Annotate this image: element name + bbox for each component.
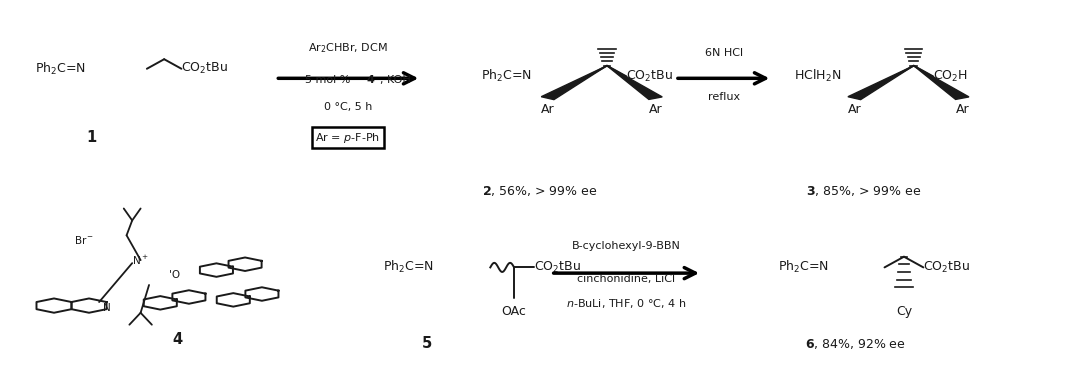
Text: Ar$_2$CHBr, DCM: Ar$_2$CHBr, DCM [308, 41, 388, 55]
Polygon shape [914, 66, 969, 99]
Polygon shape [541, 66, 607, 100]
Text: $\mathbf{3}$, 85%, > 99% ee: $\mathbf{3}$, 85%, > 99% ee [807, 184, 921, 198]
Polygon shape [848, 66, 914, 100]
Text: 5 mol %: 5 mol % [305, 75, 353, 85]
Text: CO$_2$tBu: CO$_2$tBu [534, 260, 580, 275]
Text: OAc: OAc [501, 305, 527, 318]
Text: 5: 5 [421, 336, 432, 351]
Text: 1: 1 [86, 130, 97, 145]
Text: $\mathbf{6}$, 84%, 92% ee: $\mathbf{6}$, 84%, 92% ee [805, 337, 905, 351]
Text: 0 °C, 5 h: 0 °C, 5 h [324, 102, 372, 112]
Text: Ar = $p$-F-Ph: Ar = $p$-F-Ph [315, 131, 380, 144]
Text: HClH$_2$N: HClH$_2$N [794, 68, 841, 84]
Text: Ar: Ar [541, 103, 554, 116]
Text: $\mathbf{2}$, 56%, > 99% ee: $\mathbf{2}$, 56%, > 99% ee [483, 184, 597, 198]
Text: Ph$_2$C=N: Ph$_2$C=N [383, 259, 434, 275]
Text: reflux: reflux [707, 92, 740, 102]
Polygon shape [607, 66, 662, 99]
Text: CO$_2$H: CO$_2$H [933, 69, 968, 84]
Text: Ar: Ar [649, 103, 662, 116]
Text: B-cyclohexyl-9-BBN: B-cyclohexyl-9-BBN [572, 241, 680, 251]
Text: Ph$_2$C=N: Ph$_2$C=N [481, 68, 531, 84]
Text: N: N [104, 303, 111, 313]
Text: $n$-BuLi, THF, 0 °C, 4 h: $n$-BuLi, THF, 0 °C, 4 h [566, 297, 687, 310]
Text: cinchonidine, LiCl: cinchonidine, LiCl [578, 274, 675, 284]
Text: Ar: Ar [956, 103, 969, 116]
Text: 4: 4 [366, 75, 374, 85]
Text: Ph$_2$C=N: Ph$_2$C=N [35, 61, 85, 77]
Text: Ar: Ar [848, 103, 861, 116]
Text: , KOH: , KOH [380, 75, 410, 85]
Text: Br$^-$: Br$^-$ [75, 234, 95, 246]
Text: N$^+$: N$^+$ [133, 254, 149, 267]
Text: 6N HCl: 6N HCl [704, 49, 743, 58]
Text: 4: 4 [172, 332, 183, 347]
Text: Ph$_2$C=N: Ph$_2$C=N [778, 259, 828, 275]
Text: 'O: 'O [168, 270, 180, 280]
Text: CO$_2$tBu: CO$_2$tBu [626, 69, 673, 84]
Text: Cy: Cy [896, 305, 912, 318]
Text: CO$_2$tBu: CO$_2$tBu [181, 61, 228, 76]
Text: CO$_2$tBu: CO$_2$tBu [923, 260, 970, 275]
